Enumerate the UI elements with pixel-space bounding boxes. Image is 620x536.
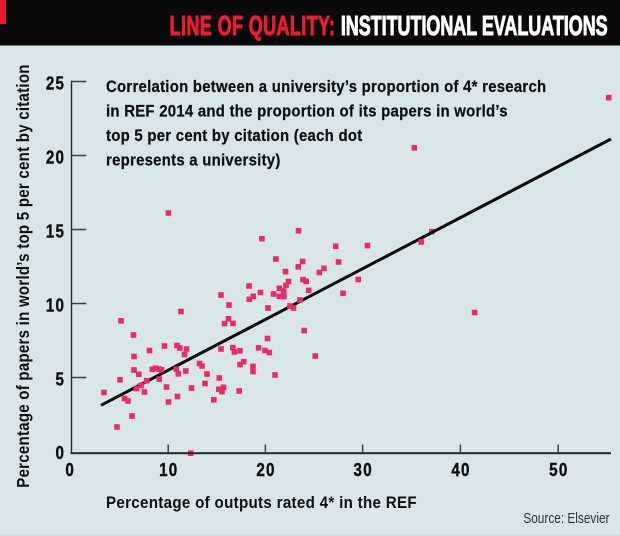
- svg-text:30: 30: [354, 459, 373, 480]
- svg-text:0: 0: [65, 459, 75, 480]
- svg-text:top 5 per cent by citation (ea: top 5 per cent by citation (each dot: [106, 127, 363, 145]
- svg-text:20: 20: [256, 459, 275, 480]
- svg-text:25: 25: [46, 73, 65, 94]
- svg-text:LINE OF QUALITY: INSTITUTIONAL: LINE OF QUALITY: INSTITUTIONAL EVALUATIO…: [170, 10, 608, 41]
- svg-text:50: 50: [549, 459, 568, 480]
- svg-text:Percentage of papers in world’: Percentage of papers in world’s top 5 pe…: [13, 64, 34, 487]
- svg-text:10: 10: [46, 295, 65, 316]
- svg-text:15: 15: [46, 221, 65, 242]
- svg-text:10: 10: [159, 459, 178, 480]
- svg-text:represents a university): represents a university): [106, 152, 281, 170]
- svg-text:Correlation between a universi: Correlation between a university’s propo…: [106, 78, 546, 96]
- svg-text:5: 5: [56, 369, 66, 390]
- svg-text:20: 20: [46, 147, 65, 168]
- svg-text:Source: Elsevier: Source: Elsevier: [523, 510, 610, 527]
- svg-text:0: 0: [56, 442, 66, 463]
- svg-text:40: 40: [451, 459, 470, 480]
- svg-text:Percentage of outputs rated 4*: Percentage of outputs rated 4* in the RE…: [106, 493, 417, 512]
- svg-text:in REF 2014 and the proportion: in REF 2014 and the proportion of its pa…: [106, 103, 508, 121]
